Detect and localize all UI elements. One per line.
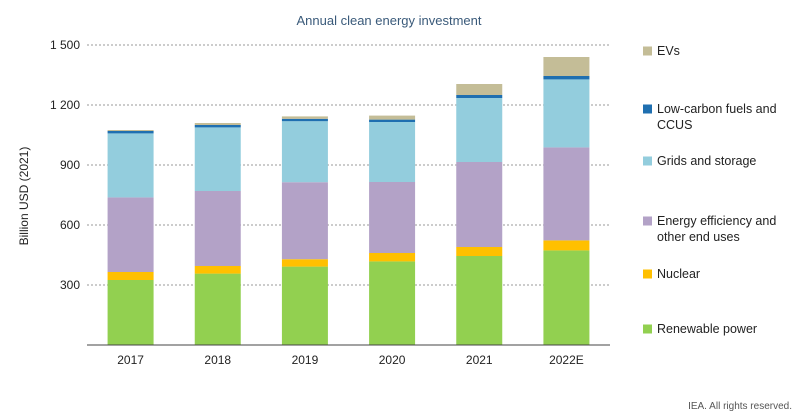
bar-segment xyxy=(369,119,416,122)
x-tick-label: 2021 xyxy=(466,353,493,367)
bar-segment xyxy=(194,123,241,125)
x-tick-label: 2022E xyxy=(549,353,584,367)
bar-segment xyxy=(194,273,241,345)
y-axis-ticks: 300 600 900 1 200 1 500 xyxy=(50,38,80,292)
bar-segment xyxy=(369,122,416,182)
bar-segment xyxy=(456,256,503,345)
legend: EVs Low-carbon fuels and CCUS Grids and sto… xyxy=(643,44,777,336)
bar-segment xyxy=(456,162,503,247)
bar-segment xyxy=(456,247,503,256)
bar-segment xyxy=(456,98,503,162)
legend-swatch xyxy=(643,269,652,279)
bar-segment xyxy=(107,130,154,131)
y-axis-label: Billion USD (2021) xyxy=(17,147,31,246)
bar-segment xyxy=(369,253,416,262)
legend-swatch xyxy=(643,156,652,166)
y-tick-label: 1 200 xyxy=(50,98,80,112)
bar-segment xyxy=(107,131,154,134)
bar-segment xyxy=(281,121,328,183)
bar-segment xyxy=(456,84,503,95)
bar-segment xyxy=(281,259,328,267)
bar-segment xyxy=(281,118,328,122)
bar-segment xyxy=(369,261,416,345)
bar-segment xyxy=(281,116,328,119)
legend-label: Low-carbon fuels and CCUS xyxy=(657,102,777,132)
bar-segment xyxy=(456,95,503,98)
bar-segment xyxy=(369,182,416,253)
bar-segment xyxy=(107,272,154,280)
bar-segment xyxy=(107,197,154,272)
y-tick-label: 300 xyxy=(60,278,80,292)
legend-swatch xyxy=(643,324,652,334)
x-tick-label: 2020 xyxy=(379,353,406,367)
bar-segment xyxy=(543,79,590,148)
legend-label: Renewable power xyxy=(657,322,757,336)
bar-segment xyxy=(543,57,590,76)
gridlines xyxy=(87,44,610,286)
y-tick-label: 600 xyxy=(60,218,80,232)
stacked-bars xyxy=(107,57,590,345)
bar-segment xyxy=(194,191,241,266)
x-tick-label: 2018 xyxy=(204,353,231,367)
bar-segment xyxy=(543,147,590,241)
bar-segment xyxy=(194,125,241,128)
x-tick-label: 2017 xyxy=(117,353,144,367)
legend-label: Grids and storage xyxy=(657,154,756,168)
legend-swatch xyxy=(643,104,652,114)
bar-segment xyxy=(194,266,241,274)
bar-segment xyxy=(543,250,590,345)
x-axis-ticks: 2017 2018 2019 2020 2021 2022E xyxy=(117,353,584,367)
legend-label: Nuclear xyxy=(657,267,700,281)
legend-label: EVs xyxy=(657,44,680,58)
bar-segment xyxy=(194,127,241,191)
bar-segment xyxy=(369,115,416,120)
bar-segment xyxy=(107,133,154,198)
legend-label: Energy efficiency and other end uses xyxy=(657,214,776,244)
legend-swatch xyxy=(643,216,652,226)
y-tick-label: 1 500 xyxy=(50,38,80,52)
legend-swatch xyxy=(643,46,652,56)
bar-segment xyxy=(543,240,590,251)
x-tick-label: 2019 xyxy=(292,353,319,367)
copyright-footer: IEA. All rights reserved. xyxy=(688,401,792,412)
bar-segment xyxy=(281,266,328,345)
bar-segment xyxy=(281,182,328,260)
bar-segment xyxy=(107,280,154,345)
chart-title: Annual clean energy investment xyxy=(296,13,481,28)
y-tick-label: 900 xyxy=(60,158,80,172)
bar-segment xyxy=(543,76,590,80)
